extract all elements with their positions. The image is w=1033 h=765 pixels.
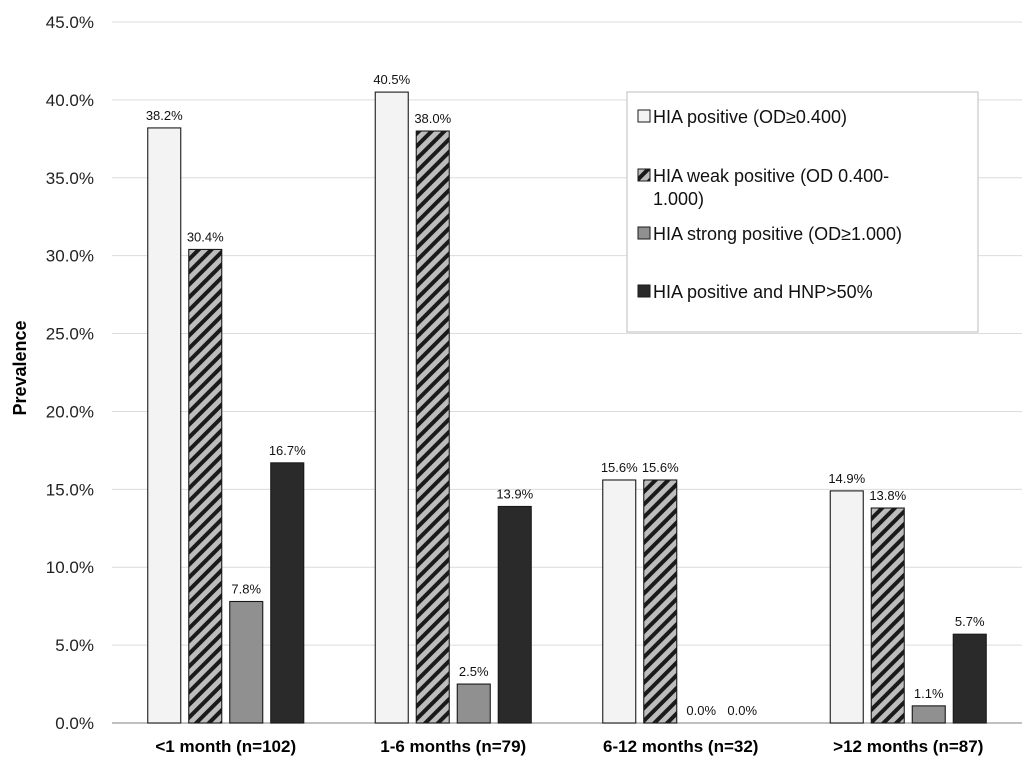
legend-label: HIA positive and HNP>50% [653, 282, 873, 302]
data-label: 15.6% [642, 460, 679, 475]
data-label: 38.0% [414, 111, 451, 126]
x-category-label: 1-6 months (n=79) [380, 737, 526, 756]
y-tick-label: 40.0% [46, 91, 94, 110]
y-tick-label: 10.0% [46, 558, 94, 577]
bars [147, 91, 987, 724]
bar [147, 127, 182, 724]
data-label: 1.1% [914, 686, 944, 701]
data-label: 13.8% [869, 488, 906, 503]
data-label: 2.5% [459, 664, 489, 679]
data-label: 0.0% [686, 703, 716, 718]
y-axis-label: Prevalence [10, 320, 30, 415]
data-label: 15.6% [601, 460, 638, 475]
data-label: 13.9% [496, 486, 533, 501]
bar [229, 600, 264, 724]
data-label: 38.2% [146, 108, 183, 123]
bar [497, 505, 532, 724]
legend-swatch [637, 109, 651, 123]
y-axis-ticks: 0.0% 5.0% 10.0% 15.0% 20.0% 25.0% 30.0% 35.0% 40… [46, 13, 94, 733]
y-tick-label: 5.0% [55, 636, 94, 655]
bar [829, 490, 864, 724]
y-tick-label: 15.0% [46, 480, 94, 499]
y-tick-label: 45.0% [46, 13, 94, 32]
bar [870, 507, 905, 724]
gridlines [112, 21, 1022, 724]
legend-label: HIA weak positive (OD 0.400-1.000) [653, 166, 889, 209]
y-tick-label: 30.0% [46, 247, 94, 266]
bar [643, 479, 678, 724]
legend-label: HIA positive (OD≥0.400) [653, 107, 847, 127]
bar [188, 248, 223, 724]
y-tick-label: 25.0% [46, 325, 94, 344]
x-category-label: 6-12 months (n=32) [603, 737, 758, 756]
data-label: 14.9% [828, 471, 865, 486]
y-tick-label: 35.0% [46, 169, 94, 188]
y-tick-label: 0.0% [55, 714, 94, 733]
x-category-label: <1 month (n=102) [155, 737, 296, 756]
legend-swatch [637, 284, 651, 298]
category-labels: <1 month (n=102) 1-6 months (n=79) 6-12 mo… [155, 737, 983, 756]
bar [456, 683, 491, 724]
data-label: 5.7% [955, 614, 985, 629]
bar [374, 91, 409, 724]
legend-swatch [637, 226, 651, 240]
bar [415, 130, 450, 724]
data-labels: 38.2% 30.4% 7.8% 16.7% 40.5% 38.0% 2.5% 13.9% 15… [146, 72, 985, 718]
legend-swatch [637, 168, 651, 182]
data-label: 30.4% [187, 229, 224, 244]
bar [270, 462, 305, 724]
y-tick-label: 20.0% [46, 402, 94, 421]
bar [911, 705, 946, 724]
bar [602, 479, 637, 724]
bar [952, 633, 987, 724]
data-label: 40.5% [373, 72, 410, 87]
data-label: 16.7% [269, 443, 306, 458]
legend-label: HIA strong positive (OD≥1.000) [653, 224, 902, 244]
data-label: 0.0% [727, 703, 757, 718]
legend-box [626, 91, 979, 333]
data-label: 7.8% [231, 581, 261, 596]
x-category-label: >12 months (n=87) [833, 737, 983, 756]
legend: HIA positive (OD≥0.400) HIA weak positive… [626, 91, 979, 333]
